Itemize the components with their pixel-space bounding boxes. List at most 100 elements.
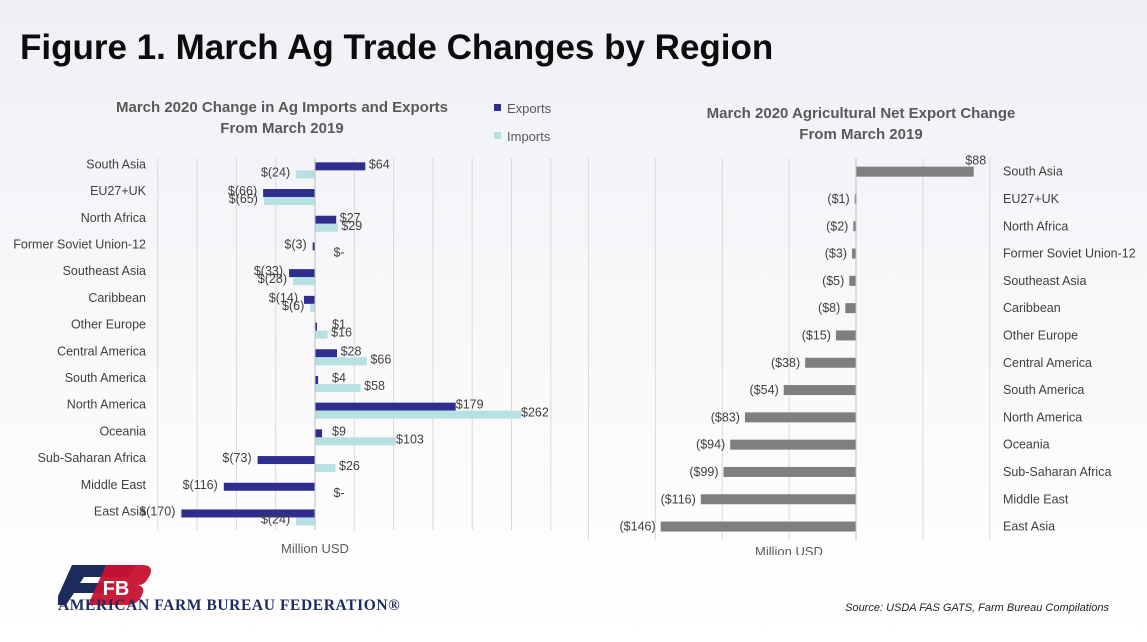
legend-label: Imports — [507, 129, 551, 144]
category-label: North Africa — [81, 211, 146, 225]
imports-exports-chart: March 2020 Change in Ag Imports and Expo… — [13, 99, 552, 555]
data-label: $- — [333, 486, 344, 500]
category-label: Oceania — [99, 424, 146, 438]
import-bar — [310, 303, 315, 312]
category-label: North Africa — [1003, 219, 1068, 233]
export-bar — [315, 215, 337, 224]
data-label: $(33) — [254, 264, 283, 278]
data-label: $27 — [340, 211, 361, 225]
data-label: ($116) — [661, 492, 696, 506]
export-bar — [223, 482, 315, 491]
afbf-logo: FB — [58, 565, 151, 605]
import-bar — [315, 410, 521, 419]
net-bar — [853, 221, 856, 232]
import-bar — [315, 437, 396, 446]
data-label: ($3) — [825, 247, 847, 261]
data-label: $(73) — [222, 451, 251, 465]
category-label: Caribbean — [88, 291, 146, 305]
export-bar — [289, 269, 315, 278]
category-label: Central America — [1003, 356, 1092, 370]
data-label: $66 — [370, 352, 391, 366]
category-label: South Asia — [86, 157, 146, 171]
net-bar — [849, 275, 856, 286]
net-bar — [723, 466, 856, 477]
export-bar — [303, 295, 315, 304]
data-label: $28 — [341, 344, 362, 358]
legend-label: Exports — [507, 101, 552, 116]
data-label: $(66) — [228, 184, 257, 198]
category-label: North America — [67, 398, 146, 412]
net-bar — [805, 357, 856, 368]
import-bar — [296, 517, 315, 526]
data-label: $1 — [332, 318, 346, 332]
export-bar — [315, 162, 366, 171]
export-bar — [315, 402, 456, 411]
category-label: Other Europe — [71, 318, 146, 332]
net-bar — [744, 412, 856, 423]
category-label: Other Europe — [1003, 328, 1078, 342]
category-label: Former Soviet Union-12 — [13, 237, 146, 251]
category-label: EU27+UK — [90, 184, 147, 198]
data-label: $4 — [332, 371, 346, 385]
data-label: ($83) — [711, 410, 740, 424]
net-export-chart: March 2020 Agricultural Net Export Chang… — [587, 105, 1136, 555]
category-label: Middle East — [81, 478, 147, 492]
export-bar — [257, 456, 315, 465]
category-label: Southeast Asia — [1003, 274, 1086, 288]
data-label: $(14) — [269, 291, 298, 305]
import-bar — [315, 383, 361, 392]
import-bar — [263, 197, 315, 206]
import-bar — [315, 223, 338, 232]
data-label: ($99) — [689, 465, 718, 479]
category-label: Former Soviet Union-12 — [1003, 247, 1136, 261]
net-bar — [660, 521, 856, 532]
data-label: $(170) — [139, 504, 175, 518]
data-label: ($94) — [696, 438, 725, 452]
data-label: $29 — [341, 219, 362, 233]
source-note: Source: USDA FAS GATS, Farm Bureau Compi… — [845, 602, 1109, 614]
data-label: $(24) — [261, 165, 290, 179]
data-label: ($5) — [822, 274, 844, 288]
legend-swatch — [494, 132, 501, 139]
data-label: ($54) — [750, 383, 779, 397]
category-label: Oceania — [1003, 438, 1050, 452]
data-label: ($8) — [818, 301, 840, 315]
data-label: $88 — [965, 154, 986, 168]
net-bar — [845, 303, 856, 314]
category-label: Caribbean — [1003, 301, 1061, 315]
x-axis-title: Million USD — [755, 544, 823, 555]
category-label: Sub-Saharan Africa — [38, 451, 146, 465]
data-label: $(24) — [261, 512, 290, 526]
org-name: AMERICAN FARM BUREAU FEDERATION® — [58, 597, 401, 614]
export-bar — [315, 429, 323, 438]
export-bar — [315, 322, 317, 331]
x-axis-title: Million USD — [281, 541, 349, 555]
category-label: EU27+UK — [1003, 192, 1060, 206]
export-bar — [315, 349, 338, 358]
net-bar — [851, 248, 856, 259]
data-label: $16 — [331, 326, 352, 340]
category-label: South America — [65, 371, 146, 385]
export-bar — [315, 375, 319, 384]
data-label: ($1) — [827, 192, 849, 206]
page-title: Figure 1. March Ag Trade Changes by Regi… — [20, 28, 774, 67]
export-bar — [312, 242, 315, 251]
category-label: Southeast Asia — [63, 264, 146, 278]
legend-swatch — [494, 104, 501, 111]
chart-title: March 2020 Change in Ag Imports and Expo… — [116, 99, 448, 116]
net-bar — [835, 330, 856, 341]
data-label: $- — [333, 245, 344, 259]
data-label: ($2) — [826, 219, 848, 233]
data-label: $(6) — [282, 299, 304, 313]
category-label: South America — [1003, 383, 1084, 397]
data-label: $(116) — [183, 478, 218, 492]
logo-letters: FB — [103, 578, 130, 600]
category-label: Central America — [57, 344, 146, 358]
import-bar — [292, 277, 315, 286]
data-label: ($15) — [802, 328, 831, 342]
data-label: $(65) — [229, 192, 258, 206]
export-bar — [181, 509, 315, 518]
net-bar — [856, 166, 974, 177]
export-bar — [263, 189, 315, 198]
data-label: ($38) — [771, 356, 800, 370]
